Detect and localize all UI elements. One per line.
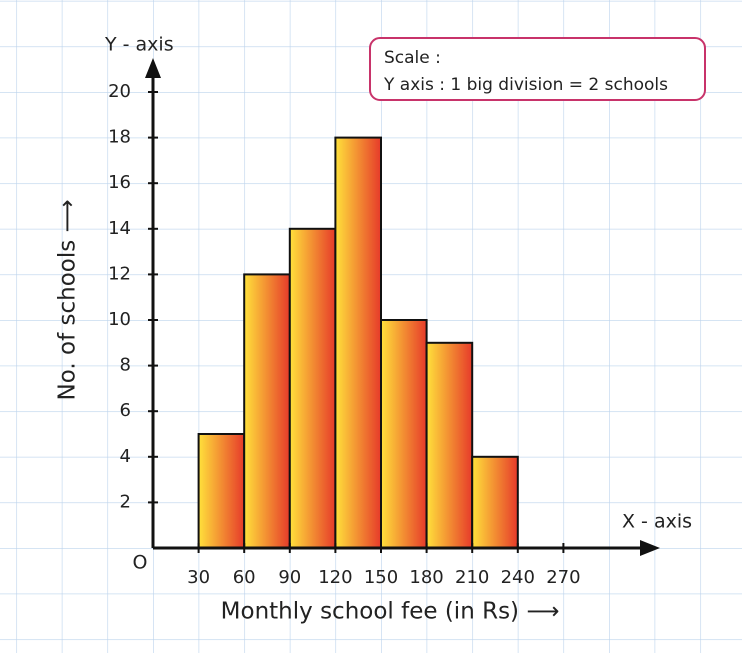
scale-box <box>369 37 706 101</box>
x-axis-label: Monthly school fee (in Rs) ⟶ <box>221 599 560 625</box>
y-tick-label: 16 <box>108 172 131 193</box>
bar <box>197 433 246 549</box>
y-tick-label: 14 <box>108 218 131 239</box>
x-tick-label: 150 <box>364 567 398 588</box>
x-tick-label: 120 <box>318 567 352 588</box>
x-tick-label: 60 <box>233 567 256 588</box>
x-tick-label: 270 <box>546 567 580 588</box>
y-tick-label: 4 <box>120 446 131 467</box>
y-tick-label: 12 <box>108 263 131 284</box>
x-tick-label: 90 <box>278 567 301 588</box>
bar <box>471 455 519 549</box>
x-tick-label: 240 <box>501 567 535 588</box>
y-tick-label: 20 <box>108 81 131 102</box>
y-tick-label: 6 <box>120 400 131 421</box>
plot <box>197 136 519 550</box>
x-tick-label: 30 <box>187 567 210 588</box>
bar <box>380 319 428 549</box>
bar <box>425 341 474 549</box>
y-axis-label: No. of schools ⟶ <box>55 200 81 401</box>
bar <box>288 227 337 550</box>
x-tick-label: 180 <box>409 567 443 588</box>
scale-title: Scale : <box>384 48 441 68</box>
x-axis-name: X - axis <box>622 511 692 533</box>
y-tick-label: 18 <box>108 127 131 148</box>
y-tick-label: 8 <box>120 355 131 376</box>
y-axis-name: Y - axis <box>104 34 174 56</box>
y-arrow <box>145 58 161 78</box>
bar <box>334 136 382 549</box>
origin-label: O <box>133 552 148 574</box>
y-tick-label: 2 <box>120 491 131 512</box>
y-tick-label: 10 <box>108 309 131 330</box>
x-tick-label: 210 <box>455 567 489 588</box>
x-arrow <box>640 540 660 556</box>
scale-text: Y axis : 1 big division = 2 schools <box>383 75 668 95</box>
bar <box>243 273 291 549</box>
